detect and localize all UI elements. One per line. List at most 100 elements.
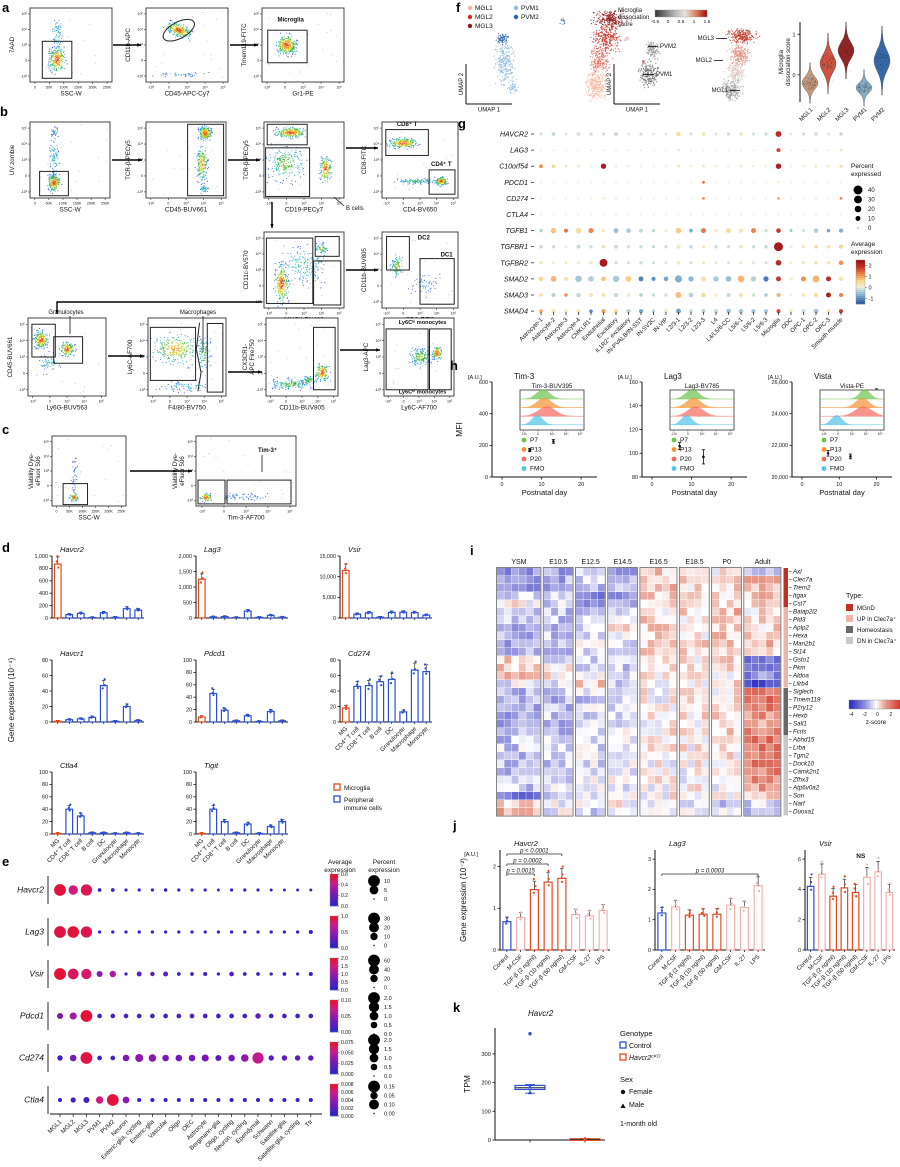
density-dot bbox=[395, 263, 398, 265]
density-dot bbox=[49, 156, 51, 158]
density-dot bbox=[205, 349, 207, 351]
density-dot bbox=[435, 282, 437, 284]
density-dot bbox=[195, 387, 197, 389]
density-dot bbox=[49, 54, 51, 57]
scatter-dot bbox=[316, 275, 318, 277]
density-dot bbox=[59, 60, 61, 62]
density-dot bbox=[191, 339, 193, 341]
density-dot bbox=[36, 329, 38, 332]
density-dot bbox=[49, 182, 51, 184]
density-dot bbox=[47, 61, 50, 63]
density-dot bbox=[309, 258, 311, 260]
density-dot bbox=[54, 185, 56, 187]
density-dot bbox=[57, 178, 59, 180]
density-dot bbox=[284, 168, 286, 170]
density-dot bbox=[196, 155, 198, 157]
density-dot bbox=[56, 144, 58, 146]
x-tick-label: 50K bbox=[46, 86, 53, 90]
y-tick-label: 10⁵ bbox=[258, 322, 264, 326]
density-dot bbox=[179, 361, 181, 363]
density-dot bbox=[311, 252, 313, 255]
density-dot bbox=[285, 49, 287, 51]
gate-label: CD8⁺ T bbox=[397, 121, 418, 128]
density-dot bbox=[389, 144, 391, 146]
density-dot bbox=[274, 286, 276, 288]
density-dot bbox=[446, 183, 448, 185]
density-dot bbox=[280, 159, 282, 161]
density-dot bbox=[47, 339, 49, 341]
density-dot bbox=[279, 43, 281, 45]
density-dot bbox=[171, 385, 173, 387]
density-dot bbox=[161, 342, 163, 344]
density-dot bbox=[53, 172, 55, 174]
density-dot bbox=[187, 366, 189, 368]
density-dot bbox=[293, 48, 295, 50]
x-tick-label: -10³ bbox=[148, 86, 155, 90]
density-dot bbox=[397, 142, 399, 144]
density-dot bbox=[287, 132, 289, 135]
y-tick-label: 0 bbox=[377, 284, 379, 288]
density-dot bbox=[206, 126, 208, 128]
density-dot bbox=[201, 179, 203, 181]
density-dot bbox=[168, 358, 170, 360]
density-dot bbox=[298, 266, 300, 268]
plot-frame bbox=[263, 121, 345, 199]
density-dot bbox=[398, 139, 400, 141]
density-dot bbox=[197, 128, 199, 130]
scatter-dot bbox=[210, 58, 212, 60]
density-dot bbox=[277, 287, 279, 289]
density-dot bbox=[287, 252, 289, 254]
density-dot bbox=[296, 50, 298, 52]
density-dot bbox=[294, 263, 296, 265]
density-dot bbox=[279, 32, 281, 34]
density-dot bbox=[446, 178, 448, 180]
density-dot bbox=[67, 355, 69, 357]
density-dot bbox=[207, 130, 209, 132]
density-dot bbox=[189, 389, 191, 391]
density-dot bbox=[54, 73, 56, 75]
density-dot bbox=[294, 384, 296, 387]
density-dot bbox=[49, 187, 52, 189]
density-dot bbox=[400, 179, 403, 181]
density-dot bbox=[401, 181, 403, 183]
density-dot bbox=[57, 49, 59, 51]
density-dot bbox=[286, 38, 288, 40]
density-dot bbox=[442, 180, 444, 182]
density-dot bbox=[53, 130, 55, 132]
density-dot bbox=[285, 279, 287, 281]
density-dot bbox=[176, 354, 178, 356]
density-dot bbox=[198, 161, 200, 163]
scatter-dot bbox=[160, 336, 161, 338]
density-dot bbox=[42, 346, 44, 348]
density-dot bbox=[285, 51, 287, 54]
density-dot bbox=[49, 163, 51, 165]
density-dot bbox=[183, 342, 186, 344]
density-dot bbox=[400, 142, 402, 144]
density-dot bbox=[155, 360, 157, 362]
scatter-dot bbox=[216, 186, 218, 188]
density-dot bbox=[283, 296, 285, 298]
density-dot bbox=[207, 159, 209, 161]
density-dot bbox=[50, 50, 52, 52]
density-dot bbox=[281, 165, 283, 167]
density-dot bbox=[196, 158, 198, 160]
density-dot bbox=[315, 264, 317, 266]
density-dot bbox=[199, 151, 202, 153]
density-dot bbox=[176, 345, 179, 347]
density-dot bbox=[436, 184, 438, 186]
x-tick-label: -10³ bbox=[29, 400, 36, 404]
density-dot bbox=[160, 352, 162, 354]
density-dot bbox=[50, 189, 52, 192]
density-dot bbox=[279, 164, 281, 166]
density-dot bbox=[199, 336, 201, 338]
density-dot bbox=[279, 159, 281, 161]
scatter-dot bbox=[216, 18, 218, 20]
density-dot bbox=[444, 178, 446, 180]
density-dot bbox=[298, 159, 300, 161]
density-dot bbox=[398, 262, 400, 264]
density-dot bbox=[432, 281, 434, 283]
scatter-dot bbox=[88, 23, 90, 25]
y-tick-label: 0 bbox=[25, 59, 27, 63]
density-dot bbox=[301, 386, 304, 388]
density-dot bbox=[289, 134, 291, 136]
